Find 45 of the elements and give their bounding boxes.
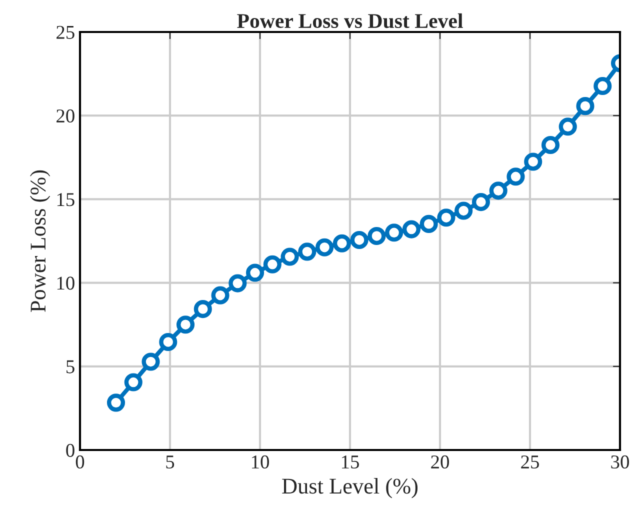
point [142, 352, 160, 371]
x-tick-label: 25 [521, 455, 539, 469]
point [211, 286, 230, 304]
point [524, 152, 542, 171]
point [541, 136, 560, 154]
point [280, 248, 299, 266]
x-tick-label: 5 [166, 456, 174, 469]
point [194, 300, 212, 318]
point [298, 242, 316, 261]
x-tick-label: 20 [431, 455, 449, 469]
point [594, 76, 612, 96]
point [437, 208, 456, 227]
point [558, 118, 577, 136]
point [576, 97, 594, 116]
y-tick-label: 5 [66, 360, 74, 374]
y-tick-label: 10 [57, 276, 74, 290]
y-tick-label: 25 [56, 26, 74, 39]
point [124, 373, 142, 392]
point [472, 193, 490, 212]
point [332, 234, 351, 252]
point [506, 168, 525, 186]
point [350, 230, 368, 250]
y-tick-label: 0 [66, 444, 74, 457]
point [263, 255, 282, 274]
point [454, 202, 473, 220]
point [316, 238, 334, 256]
point [228, 274, 247, 292]
point [106, 394, 126, 412]
y-tick-label: 20 [56, 109, 74, 123]
x-tick-label: 0 [76, 455, 84, 469]
point [402, 220, 420, 238]
x-tick-label: 15 [342, 456, 359, 469]
y-axis-title: Power Loss (%) [30, 170, 50, 312]
x-tick-label: 10 [252, 455, 269, 469]
point [385, 224, 404, 242]
x-axis-title: Dust Level (%) [282, 478, 418, 498]
y-tick-label: 15 [57, 193, 74, 206]
point [159, 332, 178, 352]
point [420, 214, 438, 233]
x-tick-label: 30 [611, 455, 629, 469]
point [489, 182, 508, 200]
point [368, 226, 386, 246]
chart-title: Power Loss vs Dust Level [237, 13, 463, 28]
point [246, 264, 264, 282]
point [176, 316, 195, 334]
